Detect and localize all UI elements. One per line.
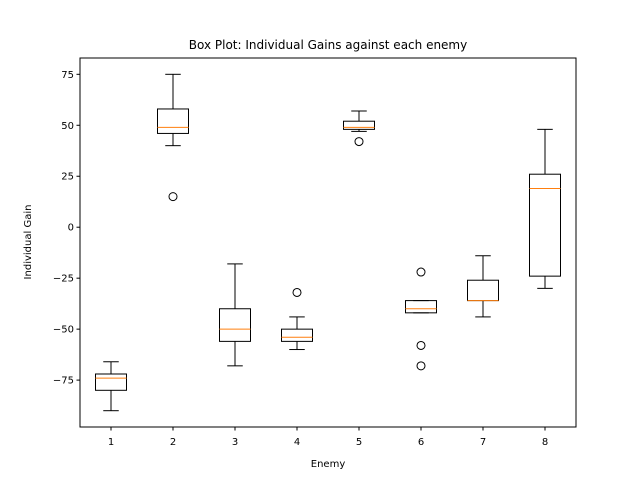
outlier-point xyxy=(416,267,426,277)
box-iqr xyxy=(467,279,499,302)
x-tick-label: 2 xyxy=(170,437,176,448)
outlier-point xyxy=(354,137,364,147)
x-tick-label: 4 xyxy=(294,437,300,448)
x-tick-label: 3 xyxy=(232,437,238,448)
box-iqr xyxy=(343,120,375,130)
y-tick-label: −50 xyxy=(53,325,74,336)
outlier-point xyxy=(416,340,426,350)
plot-area: −75 −50 −25 0 25 50 75 1 2 3 4 5 6 7 8 xyxy=(53,70,561,448)
x-tick-label: 8 xyxy=(542,437,548,448)
box-iqr xyxy=(281,328,313,342)
y-tick-label: 25 xyxy=(61,172,74,183)
y-tick-label: −25 xyxy=(53,274,74,285)
outlier-point xyxy=(292,287,302,297)
x-tick-label: 1 xyxy=(108,437,114,448)
x-tick-label: 7 xyxy=(480,437,486,448)
x-tick-label: 6 xyxy=(418,437,424,448)
y-tick-label: 50 xyxy=(61,121,74,132)
x-axis-label: Enemy xyxy=(311,459,346,470)
y-axis-label: Individual Gain xyxy=(23,205,34,280)
box-iqr xyxy=(405,300,437,314)
y-tick-label: −75 xyxy=(53,376,74,387)
box-iqr xyxy=(157,108,189,134)
box-iqr xyxy=(529,173,561,277)
y-tick-label: 75 xyxy=(61,70,74,81)
box-iqr xyxy=(219,308,251,342)
y-tick-label: 0 xyxy=(68,223,74,234)
outlier-point xyxy=(416,361,426,371)
outlier-point xyxy=(168,192,178,202)
box-iqr xyxy=(95,373,127,391)
plot-frame xyxy=(79,57,577,428)
chart-title: Box Plot: Individual Gains against each … xyxy=(189,38,467,52)
x-tick-label: 5 xyxy=(356,437,362,448)
